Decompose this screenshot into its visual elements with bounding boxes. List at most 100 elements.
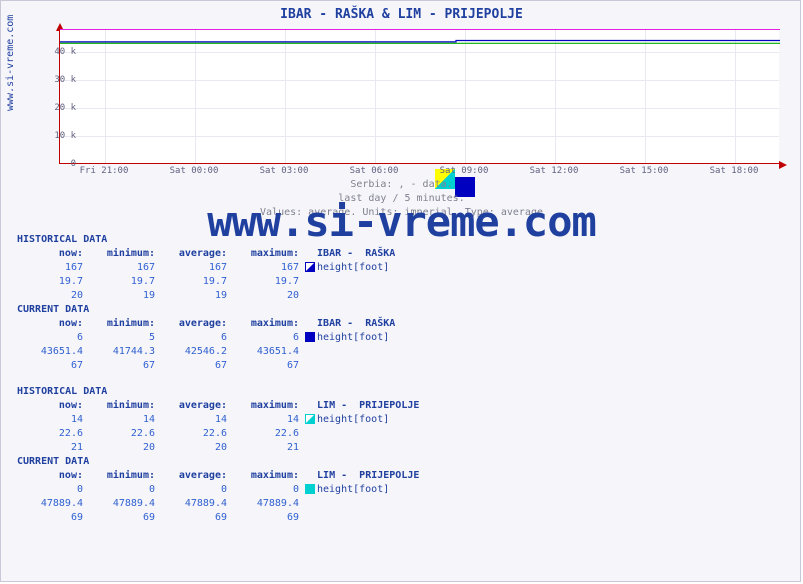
table-cell: 22.6 [161,427,233,441]
table-cell: 0 [89,483,161,497]
unit-label: height[foot] [317,414,389,425]
unit-cell: height[foot] [305,261,465,275]
table-cell: 14 [161,413,233,427]
x-tick-label: Sat 15:00 [620,166,669,176]
table-cell: 69 [89,511,161,525]
chart-frame: IBAR - RAŠKA & LIM - PRIJEPOLJE www.si-v… [0,0,801,582]
series-color-icon [305,484,315,494]
y-tick-label: 40 k [36,48,76,57]
table-cell: 43651.4 [17,345,89,359]
table-cell: 6 [17,331,89,345]
table-cell: 19.7 [89,275,161,289]
column-header: average: [161,399,233,413]
x-tick-label: Sat 06:00 [350,166,399,176]
table-cell: 6 [233,331,305,345]
unit-label: height[foot] [317,332,389,343]
table-cell: 69 [161,511,233,525]
table-row: 47889.447889.447889.447889.4 [17,497,465,511]
table-cell: 19 [89,289,161,303]
section-header: HISTORICAL DATA [17,385,465,399]
x-tick-label: Sat 12:00 [530,166,579,176]
table-cell: 20 [233,289,305,303]
y-tick-label: 20 k [36,104,76,113]
table-row: 167167167167height[foot] [17,261,465,275]
unit-label: height[foot] [317,484,389,495]
series-color-icon [305,332,315,342]
table-row: 0000height[foot] [17,483,465,497]
table-cell: 20 [17,289,89,303]
x-tick-label: Sat 00:00 [170,166,219,176]
table-cell: 0 [233,483,305,497]
table-cell: 69 [17,511,89,525]
column-header: now: [17,469,89,483]
column-header: minimum: [89,317,161,331]
table-cell: 42546.2 [161,345,233,359]
table-cell: 43651.4 [233,345,305,359]
data-table: now:minimum:average:maximum: IBAR - RAŠK… [17,247,465,303]
column-header: maximum: [233,247,305,261]
table-cell: 67 [161,359,233,373]
station-header: IBAR - RAŠKA [305,247,465,261]
table-cell: 47889.4 [89,497,161,511]
table-cell: 19.7 [161,275,233,289]
table-cell: 67 [233,359,305,373]
table-cell: 167 [233,261,305,275]
section-header: CURRENT DATA [17,455,465,469]
x-tick-label: Sat 18:00 [710,166,759,176]
table-row: 20191920 [17,289,465,303]
subtitle-line-1: Serbia: , - data. [1,179,802,190]
table-row: 22.622.622.622.6 [17,427,465,441]
table-cell: 21 [17,441,89,455]
column-header: average: [161,247,233,261]
data-table: now:minimum:average:maximum: LIM - PRIJE… [17,399,465,455]
table-cell: 41744.3 [89,345,161,359]
chart-svg [60,29,780,164]
table-cell: 22.6 [17,427,89,441]
table-cell: 20 [161,441,233,455]
y-axis-label: www.si-vreme.com [5,15,16,111]
table-cell: 21 [233,441,305,455]
plot-area [59,29,779,164]
y-tick-label: 0 [36,160,76,169]
x-axis-arrow [779,161,787,169]
table-cell: 22.6 [89,427,161,441]
table-cell: 19.7 [17,275,89,289]
table-cell: 47889.4 [161,497,233,511]
section-header: HISTORICAL DATA [17,233,465,247]
series-color-icon [305,262,315,272]
column-header: minimum: [89,469,161,483]
table-cell: 47889.4 [17,497,89,511]
x-tick-label: Sat 03:00 [260,166,309,176]
table-cell: 6 [161,331,233,345]
column-header: maximum: [233,469,305,483]
table-cell: 20 [89,441,161,455]
table-cell: 69 [233,511,305,525]
table-cell: 5 [89,331,161,345]
x-tick-label: Fri 21:00 [80,166,129,176]
data-table: now:minimum:average:maximum: LIM - PRIJE… [17,469,465,525]
station-header: LIM - PRIJEPOLJE [305,469,465,483]
unit-cell: height[foot] [305,331,465,345]
table-row: 69696969 [17,511,465,525]
chart-title: IBAR - RAŠKA & LIM - PRIJEPOLJE [1,7,802,22]
unit-cell: height[foot] [305,483,465,497]
table-row: 14141414height[foot] [17,413,465,427]
table-cell: 67 [89,359,161,373]
column-header: maximum: [233,317,305,331]
x-tick-label: Sat 09:00 [440,166,489,176]
data-table: now:minimum:average:maximum: IBAR - RAŠK… [17,317,465,373]
table-cell: 67 [17,359,89,373]
y-tick-label: 10 k [36,132,76,141]
table-cell: 14 [233,413,305,427]
table-cell: 0 [161,483,233,497]
table-cell: 167 [17,261,89,275]
column-header: maximum: [233,399,305,413]
table-cell: 19 [161,289,233,303]
table-cell: 167 [89,261,161,275]
column-header: now: [17,399,89,413]
table-row: 21202021 [17,441,465,455]
table-cell: 14 [89,413,161,427]
table-row: 19.719.719.719.7 [17,275,465,289]
y-tick-label: 30 k [36,76,76,85]
subtitle-line-3: Values: average. Units: imperial. Type: … [1,207,802,218]
